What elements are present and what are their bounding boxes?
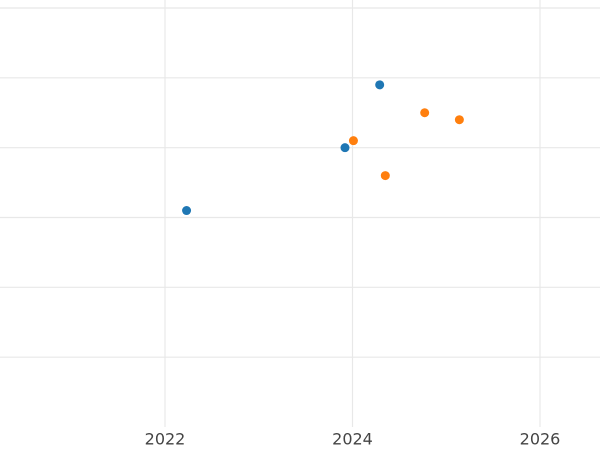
x-tick-label: 2024	[332, 430, 373, 449]
x-tick-label: 2026	[520, 430, 561, 449]
point	[182, 206, 192, 216]
point	[454, 115, 464, 125]
point	[375, 80, 385, 90]
point	[348, 136, 358, 146]
point	[380, 171, 390, 181]
point	[420, 108, 430, 118]
x-tick-label: 2022	[145, 430, 186, 449]
point	[340, 143, 350, 153]
